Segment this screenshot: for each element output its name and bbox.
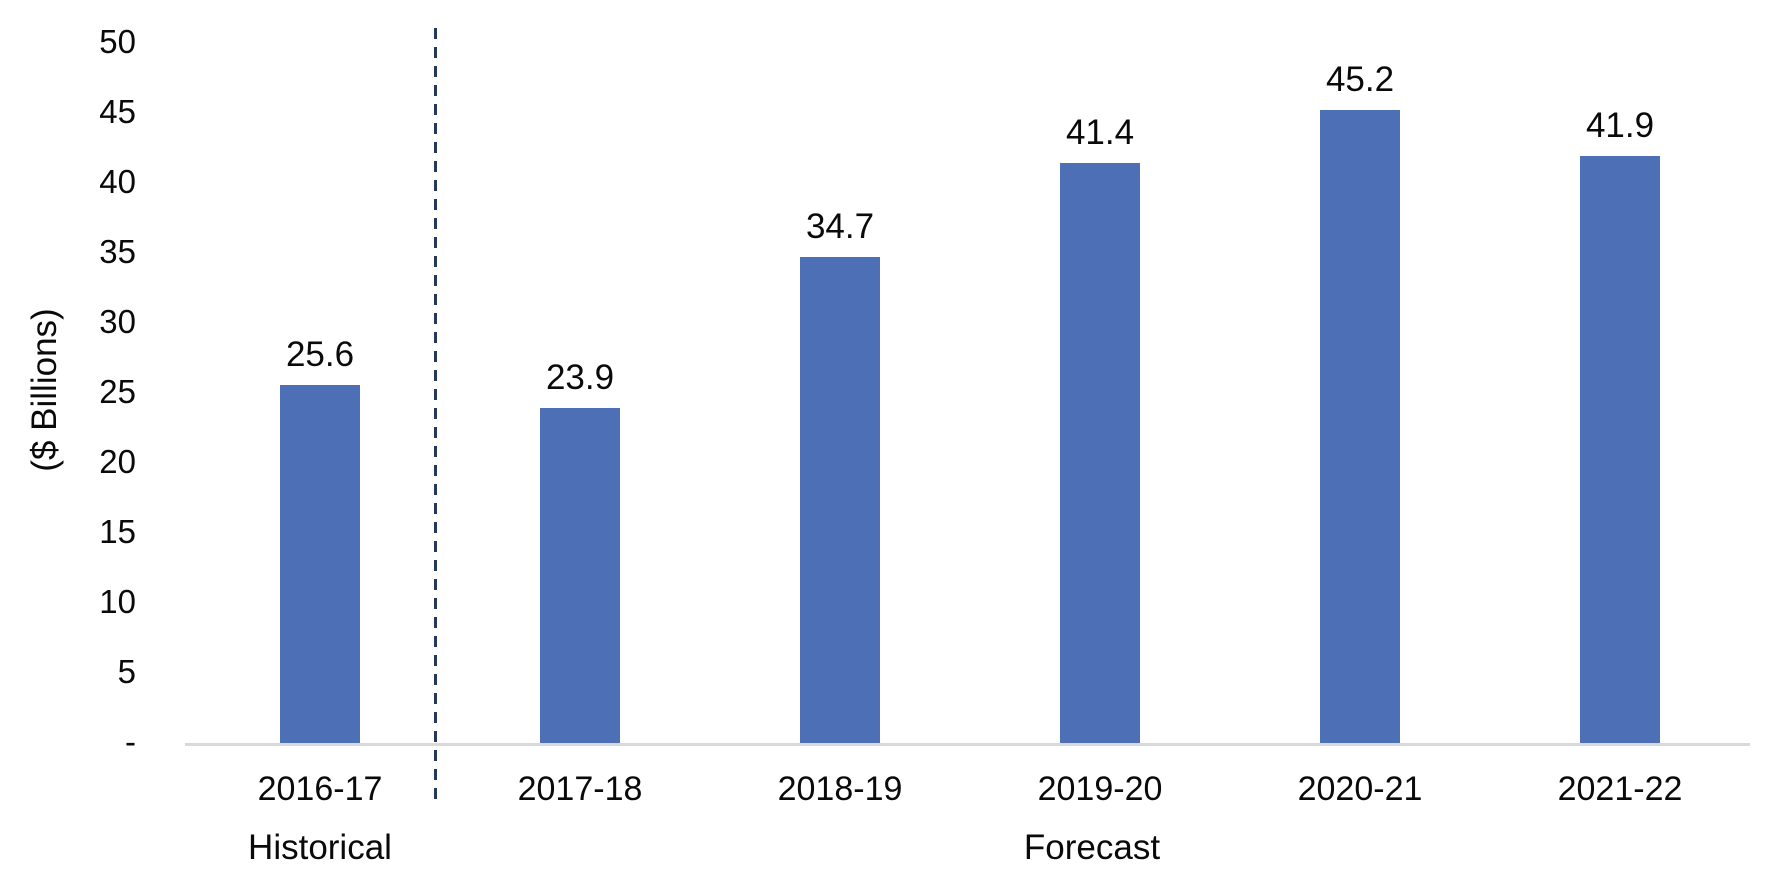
historical-region-label: Historical [248,828,392,867]
bar-value-label-2018-19: 34.7 [805,207,875,246]
y-tick-label-25: 25 [99,373,136,410]
bar-2020-21 [1320,110,1400,743]
bar-2019-20 [1060,163,1140,743]
x-axis-label-2018-19: 2018-19 [777,770,903,808]
bar-value-label-2021-22: 41.9 [1585,106,1655,145]
forecast-region-label: Forecast [1023,828,1161,867]
x-axis-line [185,743,1750,746]
y-tick-label-10: 10 [99,583,136,620]
y-tick-label-20: 20 [99,443,136,480]
x-axis-label-2017-18: 2017-18 [517,770,643,808]
x-axis-label-2019-20: 2019-20 [1037,770,1163,808]
y-tick-label-40: 40 [99,163,136,200]
y-tick-label-15: 15 [99,513,136,550]
y-tick-label-30: 30 [99,303,136,340]
x-axis-label-2020-21: 2020-21 [1297,770,1423,808]
y-tick-label-0: - [125,723,136,760]
bar-2017-18 [540,408,620,743]
y-tick-label-50: 50 [99,23,136,60]
x-axis-label-2021-22: 2021-22 [1557,770,1683,808]
y-tick-label-35: 35 [99,233,136,270]
bar-2016-17 [280,385,360,743]
bar-2021-22 [1580,156,1660,743]
bar-value-label-2020-21: 45.2 [1325,60,1395,99]
bar-value-label-2017-18: 23.9 [545,358,615,397]
x-axis-label-2016-17: 2016-17 [257,770,383,808]
bar-value-label-2016-17: 25.6 [285,335,355,374]
y-tick-label-45: 45 [99,93,136,130]
y-tick-label-5: 5 [117,653,136,690]
bar-value-label-2019-20: 41.4 [1065,113,1135,152]
historical-forecast-separator-line [434,28,437,806]
bar-2018-19 [800,257,880,743]
